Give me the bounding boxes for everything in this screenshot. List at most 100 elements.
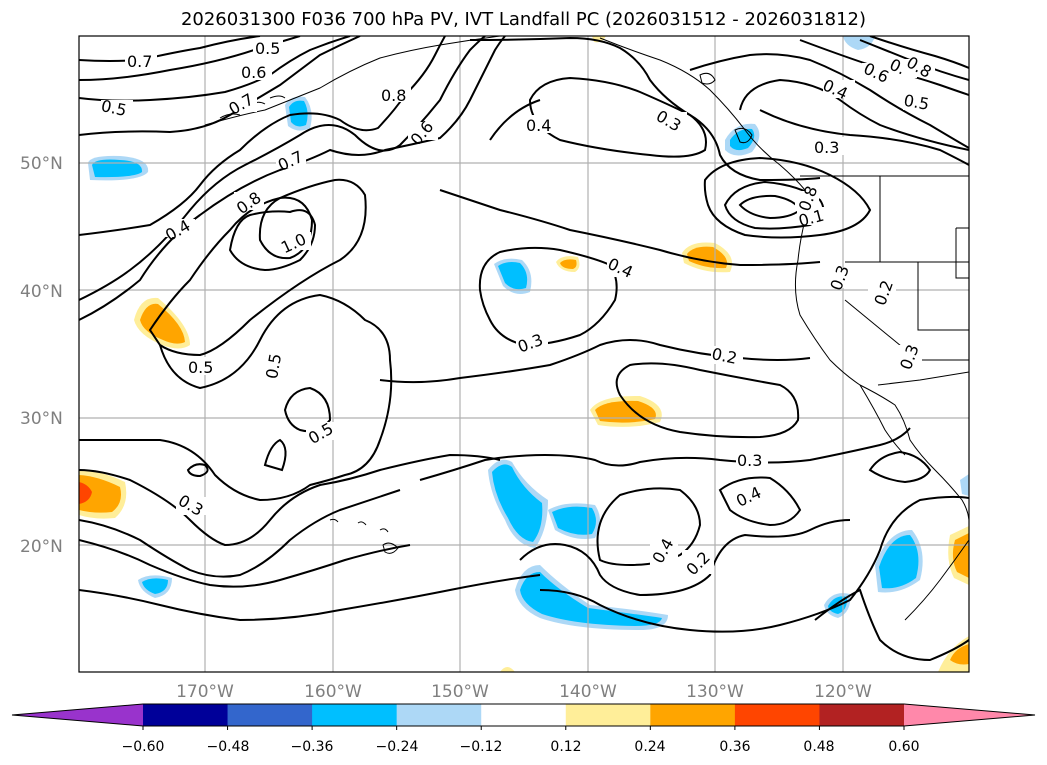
colorbar-tick: 0.48 — [803, 739, 834, 755]
colorbar-tick: −0.24 — [376, 739, 419, 755]
shading-neg — [520, 572, 662, 626]
shading-layer — [79, 36, 969, 672]
shading-neg — [843, 36, 875, 50]
contour-line — [759, 109, 969, 166]
lon-tick: 140°W — [559, 682, 617, 702]
contour-label: 0.4 — [526, 116, 551, 135]
border-state-1 — [845, 176, 969, 331]
contour-line — [478, 246, 618, 347]
contour-line — [79, 36, 446, 236]
colorbar-extend-min — [12, 704, 143, 726]
shading-neg — [552, 506, 596, 535]
colorbar-tick: −0.12 — [460, 739, 503, 755]
contour-line — [596, 487, 702, 567]
contour-line — [439, 99, 821, 267]
shading-neg — [960, 474, 969, 496]
colorbar-tick: −0.36 — [291, 739, 334, 755]
colorbar-tick: 0.24 — [634, 739, 665, 755]
map-title: 2026031300 F036 700 hPa PV, IVT Landfall… — [180, 9, 867, 30]
contour-label: 0.8 — [381, 86, 406, 105]
colorbar-tick: −0.48 — [207, 739, 250, 755]
coastlines — [204, 36, 969, 621]
contour-line — [869, 36, 969, 69]
contour-line — [79, 293, 393, 502]
coastline-alaska-panhandle — [599, 37, 806, 191]
colorbar-segment — [312, 704, 398, 726]
contour-line — [528, 76, 707, 158]
colorbar — [11, 703, 1036, 730]
lat-tick: 30°N — [20, 409, 63, 429]
lon-tick: 130°W — [686, 682, 744, 702]
colorbar-extend-max — [904, 704, 1035, 726]
contour-line — [79, 489, 401, 578]
coastline-bc-islands — [699, 72, 753, 144]
shading-neg — [498, 262, 528, 290]
contour-line — [718, 476, 802, 527]
shading-pos — [950, 644, 969, 665]
contour-line — [539, 495, 969, 633]
lat-tick: 20°N — [20, 537, 63, 557]
lon-tick: 150°W — [431, 682, 489, 702]
lon-tick: 170°W — [176, 682, 234, 702]
shading-pos — [560, 259, 577, 269]
contour-line — [228, 209, 317, 272]
contour-line — [79, 36, 261, 62]
colorbar-segment — [227, 704, 313, 726]
contour-label: 0.5 — [255, 39, 280, 58]
colorbar-segment — [819, 704, 905, 726]
contour-line — [79, 36, 506, 321]
shading-neg — [142, 578, 168, 594]
contour-label: 0.7 — [127, 52, 152, 71]
contour-label: 0.3 — [814, 138, 839, 157]
contour-label: 0.3 — [737, 451, 762, 470]
shading-neg — [492, 464, 543, 542]
lon-tick: 120°W — [814, 682, 872, 702]
colorbar-segment — [481, 704, 567, 726]
shading-pos — [79, 475, 121, 513]
contour-line — [186, 463, 209, 478]
lat-tick-labels: 50°N 40°N 30°N 20°N — [20, 154, 63, 557]
contour-line — [739, 78, 969, 151]
contour-line — [519, 519, 851, 597]
contour-line — [79, 36, 486, 301]
shading-neg — [92, 159, 143, 178]
contour-line — [469, 36, 821, 182]
border-us-mexico — [877, 371, 969, 386]
shading-pos — [79, 482, 92, 504]
contour-line — [419, 427, 911, 481]
colorbar-tick: −0.60 — [122, 739, 165, 755]
colorbar-segment — [734, 704, 820, 726]
contour-line — [615, 362, 800, 439]
lat-tick: 50°N — [20, 154, 63, 174]
lon-tick: 160°W — [304, 682, 362, 702]
contour-line — [263, 438, 287, 472]
contour-label: 0.6 — [241, 63, 266, 82]
shading-neg — [879, 535, 919, 589]
contour-line — [79, 539, 411, 588]
lat-tick: 40°N — [20, 282, 63, 302]
shading-pos — [500, 667, 515, 672]
contour-label: 0.5 — [188, 358, 213, 377]
contour-line — [79, 574, 541, 622]
contour-label: 0.5 — [99, 96, 128, 120]
map-frame — [78, 35, 970, 673]
colorbar-tick: 0.12 — [550, 739, 581, 755]
border-box — [955, 227, 969, 279]
shading-pos — [952, 533, 969, 578]
contour-line — [814, 588, 969, 662]
contour-line — [689, 53, 969, 149]
hawaii-islands — [329, 518, 399, 554]
contour-line — [283, 386, 332, 433]
colorbar-tick: 0.36 — [719, 739, 750, 755]
contour-line — [148, 178, 367, 357]
colorbar-segment — [650, 704, 736, 726]
contour-line — [258, 196, 314, 260]
contour-line — [703, 156, 872, 239]
contour-line — [79, 453, 501, 547]
contour-label: 0.5 — [902, 91, 930, 114]
colorbar-segment — [565, 704, 651, 726]
coastline-baja — [859, 384, 906, 456]
lon-tick-labels: 170°W 160°W 150°W 140°W 130°W 120°W — [176, 682, 872, 702]
contour-line — [79, 36, 351, 102]
colorbar-segment — [143, 704, 229, 726]
